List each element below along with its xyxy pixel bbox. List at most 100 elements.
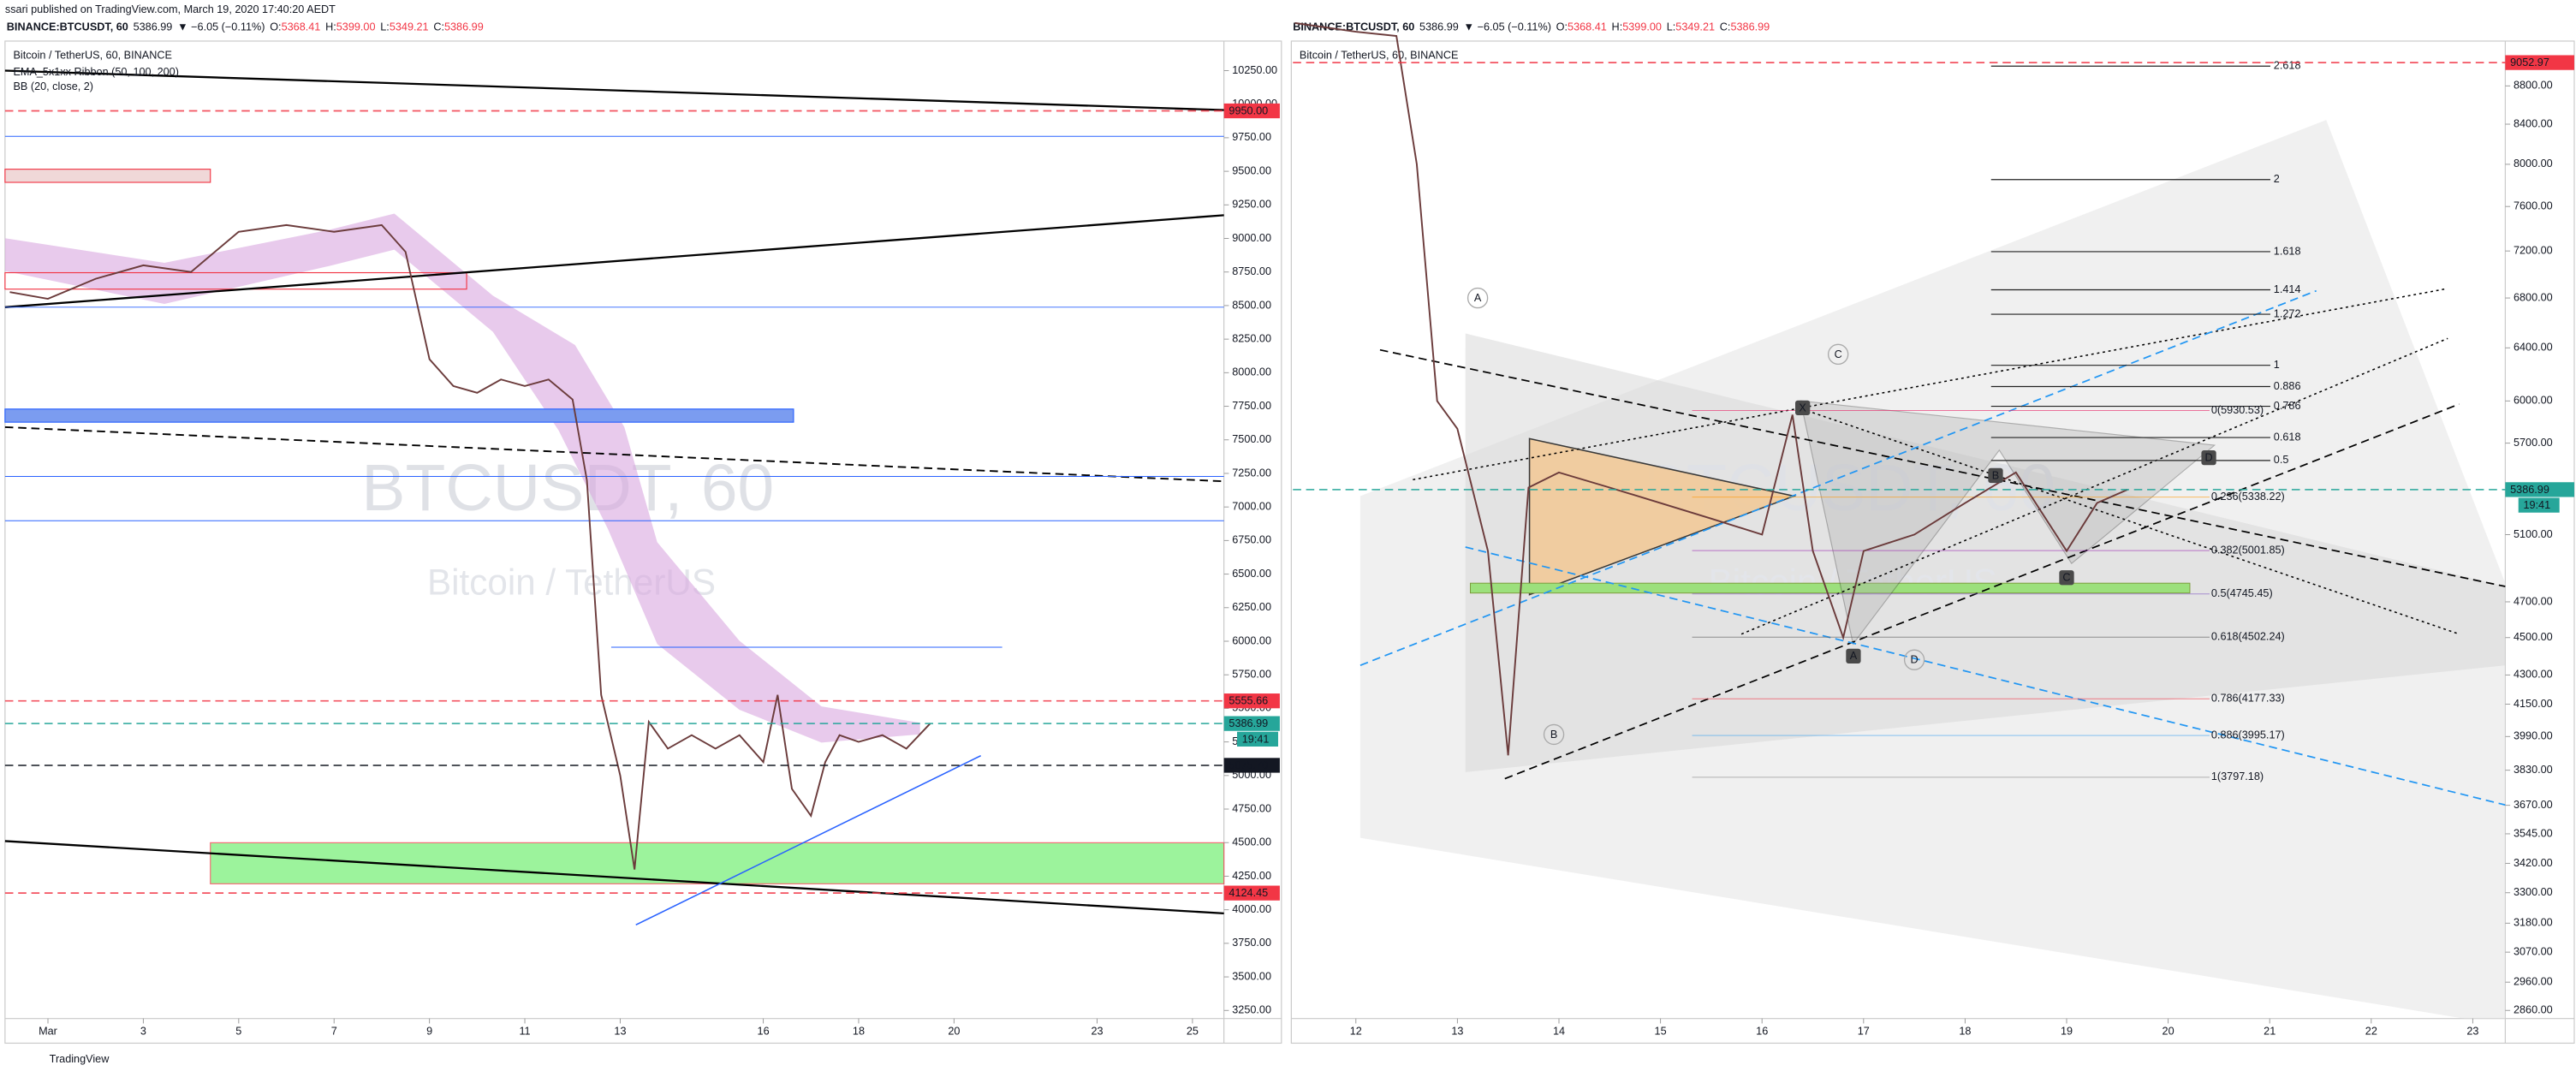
trendline (4, 69, 1224, 111)
price-label: 5555.66 (1229, 695, 1268, 707)
fib-label: 0.886(3995.17) (2211, 729, 2285, 741)
wave-point (1466, 287, 1489, 309)
trendline (1379, 348, 2506, 587)
trendline (635, 754, 982, 926)
trendline (1465, 546, 2506, 806)
y-tick-label: 8250.00 (1232, 332, 1271, 344)
price-line (1294, 21, 2128, 756)
triangle-pattern (1528, 437, 1797, 596)
x-tick-label: 11 (519, 1025, 530, 1037)
x-tick-label: 12 (1350, 1025, 1362, 1037)
x-tick-label: 20 (2163, 1025, 2174, 1037)
pattern-point (2059, 570, 2074, 586)
resistance-zone (4, 408, 794, 423)
right-drawings: BTCUSDT, 60 Bitcoin / TetherUS (1359, 120, 2506, 1019)
y-tick-label: 3070.00 (2514, 946, 2553, 958)
x-tick-label: 22 (2365, 1025, 2377, 1037)
y-tick-label: 6000.00 (2514, 395, 2553, 407)
fib-label: 0.886 (2274, 380, 2301, 392)
pattern-point (2201, 449, 2216, 466)
y-tick-label: 3545.00 (2514, 827, 2553, 839)
trendline (1413, 288, 2445, 481)
y-tick-label: 7250.00 (1232, 467, 1271, 479)
wave-point (1543, 723, 1565, 746)
x-tick-label: 13 (614, 1025, 626, 1037)
x-tick-label: 21 (2264, 1025, 2276, 1037)
trendline (4, 840, 1224, 915)
price-label: 9052.97 (2510, 57, 2549, 68)
x-tick-label: 18 (853, 1025, 865, 1037)
right-panel (1290, 40, 2575, 1044)
x-tick-label: 14 (1553, 1025, 1565, 1037)
ohlc-key: O: (270, 21, 281, 33)
ohlc-key: H: (325, 21, 336, 33)
indicator: BB (20, close, 2) (13, 80, 93, 92)
y-tick-label: 3180.00 (2514, 917, 2553, 929)
wave-point (1903, 649, 1925, 670)
ema-ribbon (4, 213, 920, 743)
symbol-line: BINANCE:BTCUSDT, 60 5386.99 ▼ −6.05 (−0.11… (7, 21, 484, 33)
publisher: ssari published on TradingView.com, Marc… (5, 3, 336, 15)
y-tick-label: 3990.00 (2514, 730, 2553, 742)
countdown-box (2518, 497, 2560, 513)
x-tick-label: 23 (2466, 1025, 2478, 1037)
y-tick-label: 7600.00 (2514, 200, 2553, 212)
trendline (1504, 403, 2460, 780)
x-tick-label: 3 (140, 1025, 146, 1037)
y-tick-label: 5700.00 (2514, 437, 2553, 449)
y-tick-label: 3250.00 (1232, 1004, 1271, 1016)
ohlc-key: L: (1667, 21, 1676, 33)
price-label: 5386.99 (2510, 484, 2549, 496)
watermark: BTCUSDT, 60 (361, 452, 774, 525)
y-tick-label: 4300.00 (2514, 669, 2553, 681)
fib-label: 0.618(4502.24) (2211, 631, 2285, 643)
x-tick-label: 17 (1858, 1025, 1870, 1037)
pattern-point-label: B (1992, 469, 1999, 481)
y-tick-label: 9500.00 (1232, 164, 1271, 176)
price-label: 5075.70 (1229, 759, 1268, 771)
x-tick-label: 16 (758, 1025, 770, 1037)
y-tick-label: 8800.00 (2514, 80, 2553, 92)
channel (1465, 333, 2506, 772)
symbol-line: BINANCE:BTCUSDT, 60 5386.99 ▼ −6.05 (−0.11… (1293, 21, 1770, 33)
trendline (1740, 337, 2448, 635)
price-label: 5386.99 (1229, 717, 1268, 729)
last-price: 5386.99 (1419, 21, 1459, 33)
y-tick-label: 3830.00 (2514, 764, 2553, 776)
chart-title: Bitcoin / TetherUS, 60, BINANCE (1300, 50, 1458, 62)
y-tick-label: 8000.00 (2514, 158, 2553, 170)
price-label-box (2505, 55, 2574, 70)
wave-point-label: B (1550, 729, 1557, 741)
trendline (4, 214, 1224, 308)
x-tick-label: 7 (331, 1025, 337, 1037)
ohlc-value: 5349.21 (390, 21, 429, 33)
ohlc-value: 5368.41 (282, 21, 321, 33)
countdown-box (1237, 731, 1278, 747)
fib-label: 0.786 (2274, 400, 2301, 412)
fib-label: 2.618 (2274, 60, 2301, 72)
fib-label: 0.5 (2274, 454, 2289, 466)
y-tick-label: 7000.00 (1232, 501, 1271, 513)
x-tick-label: 13 (1451, 1025, 1463, 1037)
fib-label: 0.786(4177.33) (2211, 693, 2285, 705)
y-tick-label: 2960.00 (2514, 976, 2553, 988)
y-tick-label: 3750.00 (1232, 937, 1271, 949)
y-tick-label: 2860.00 (2514, 1004, 2553, 1016)
zone (4, 169, 211, 183)
ohlc-key: L: (380, 21, 390, 33)
y-tick-label: 6250.00 (1232, 601, 1271, 613)
fib-label: 1(3797.18) (2211, 771, 2264, 782)
pattern-point-label: A (1850, 650, 1858, 662)
y-tick-label: 8000.00 (1232, 366, 1271, 378)
footer: TradingView (50, 1053, 110, 1065)
price-label-box (1223, 693, 1280, 709)
left-drawings: BTCUSDT, 60 Bitcoin / TetherUS (4, 69, 1225, 926)
y-tick-label: 8400.00 (2514, 117, 2553, 129)
countdown: 19:41 (2523, 499, 2550, 511)
change: ▼ −6.05 (−0.11%) (1464, 21, 1551, 33)
y-tick-label: 8750.00 (1232, 265, 1271, 277)
fib-label: 1 (2274, 359, 2280, 371)
y-tick-label: 3420.00 (2514, 857, 2553, 869)
x-tick-label: 20 (948, 1025, 960, 1037)
